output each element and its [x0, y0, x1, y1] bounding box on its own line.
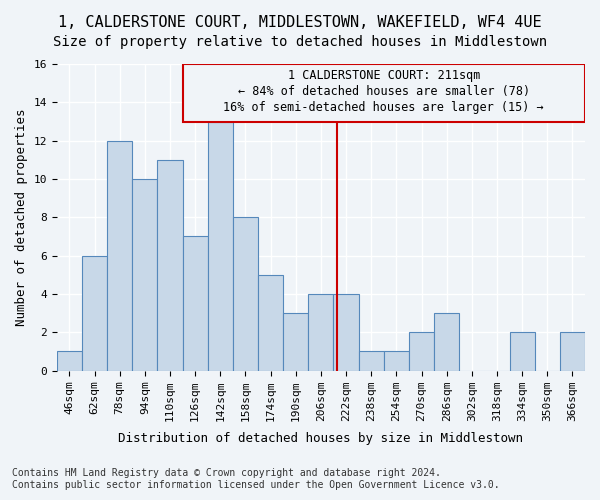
Bar: [132, 179, 157, 370]
Bar: [82, 256, 107, 370]
Bar: [409, 332, 434, 370]
Bar: [283, 313, 308, 370]
X-axis label: Distribution of detached houses by size in Middlestown: Distribution of detached houses by size …: [118, 432, 523, 445]
Text: Size of property relative to detached houses in Middlestown: Size of property relative to detached ho…: [53, 35, 547, 49]
Bar: [384, 352, 409, 370]
Text: Contains HM Land Registry data © Crown copyright and database right 2024.
Contai: Contains HM Land Registry data © Crown c…: [12, 468, 500, 490]
FancyBboxPatch shape: [182, 64, 585, 122]
Y-axis label: Number of detached properties: Number of detached properties: [15, 108, 28, 326]
Bar: [334, 294, 359, 370]
Text: ← 84% of detached houses are smaller (78): ← 84% of detached houses are smaller (78…: [238, 86, 530, 98]
Bar: [182, 236, 208, 370]
Bar: [57, 352, 82, 370]
Bar: [258, 275, 283, 370]
Bar: [560, 332, 585, 370]
Text: 1 CALDERSTONE COURT: 211sqm: 1 CALDERSTONE COURT: 211sqm: [287, 69, 480, 82]
Bar: [107, 140, 132, 370]
Bar: [157, 160, 182, 370]
Bar: [308, 294, 334, 370]
Bar: [359, 352, 384, 370]
Bar: [208, 122, 233, 370]
Text: 1, CALDERSTONE COURT, MIDDLESTOWN, WAKEFIELD, WF4 4UE: 1, CALDERSTONE COURT, MIDDLESTOWN, WAKEF…: [58, 15, 542, 30]
Bar: [509, 332, 535, 370]
Bar: [233, 218, 258, 370]
Text: 16% of semi-detached houses are larger (15) →: 16% of semi-detached houses are larger (…: [223, 100, 544, 114]
Bar: [434, 313, 459, 370]
